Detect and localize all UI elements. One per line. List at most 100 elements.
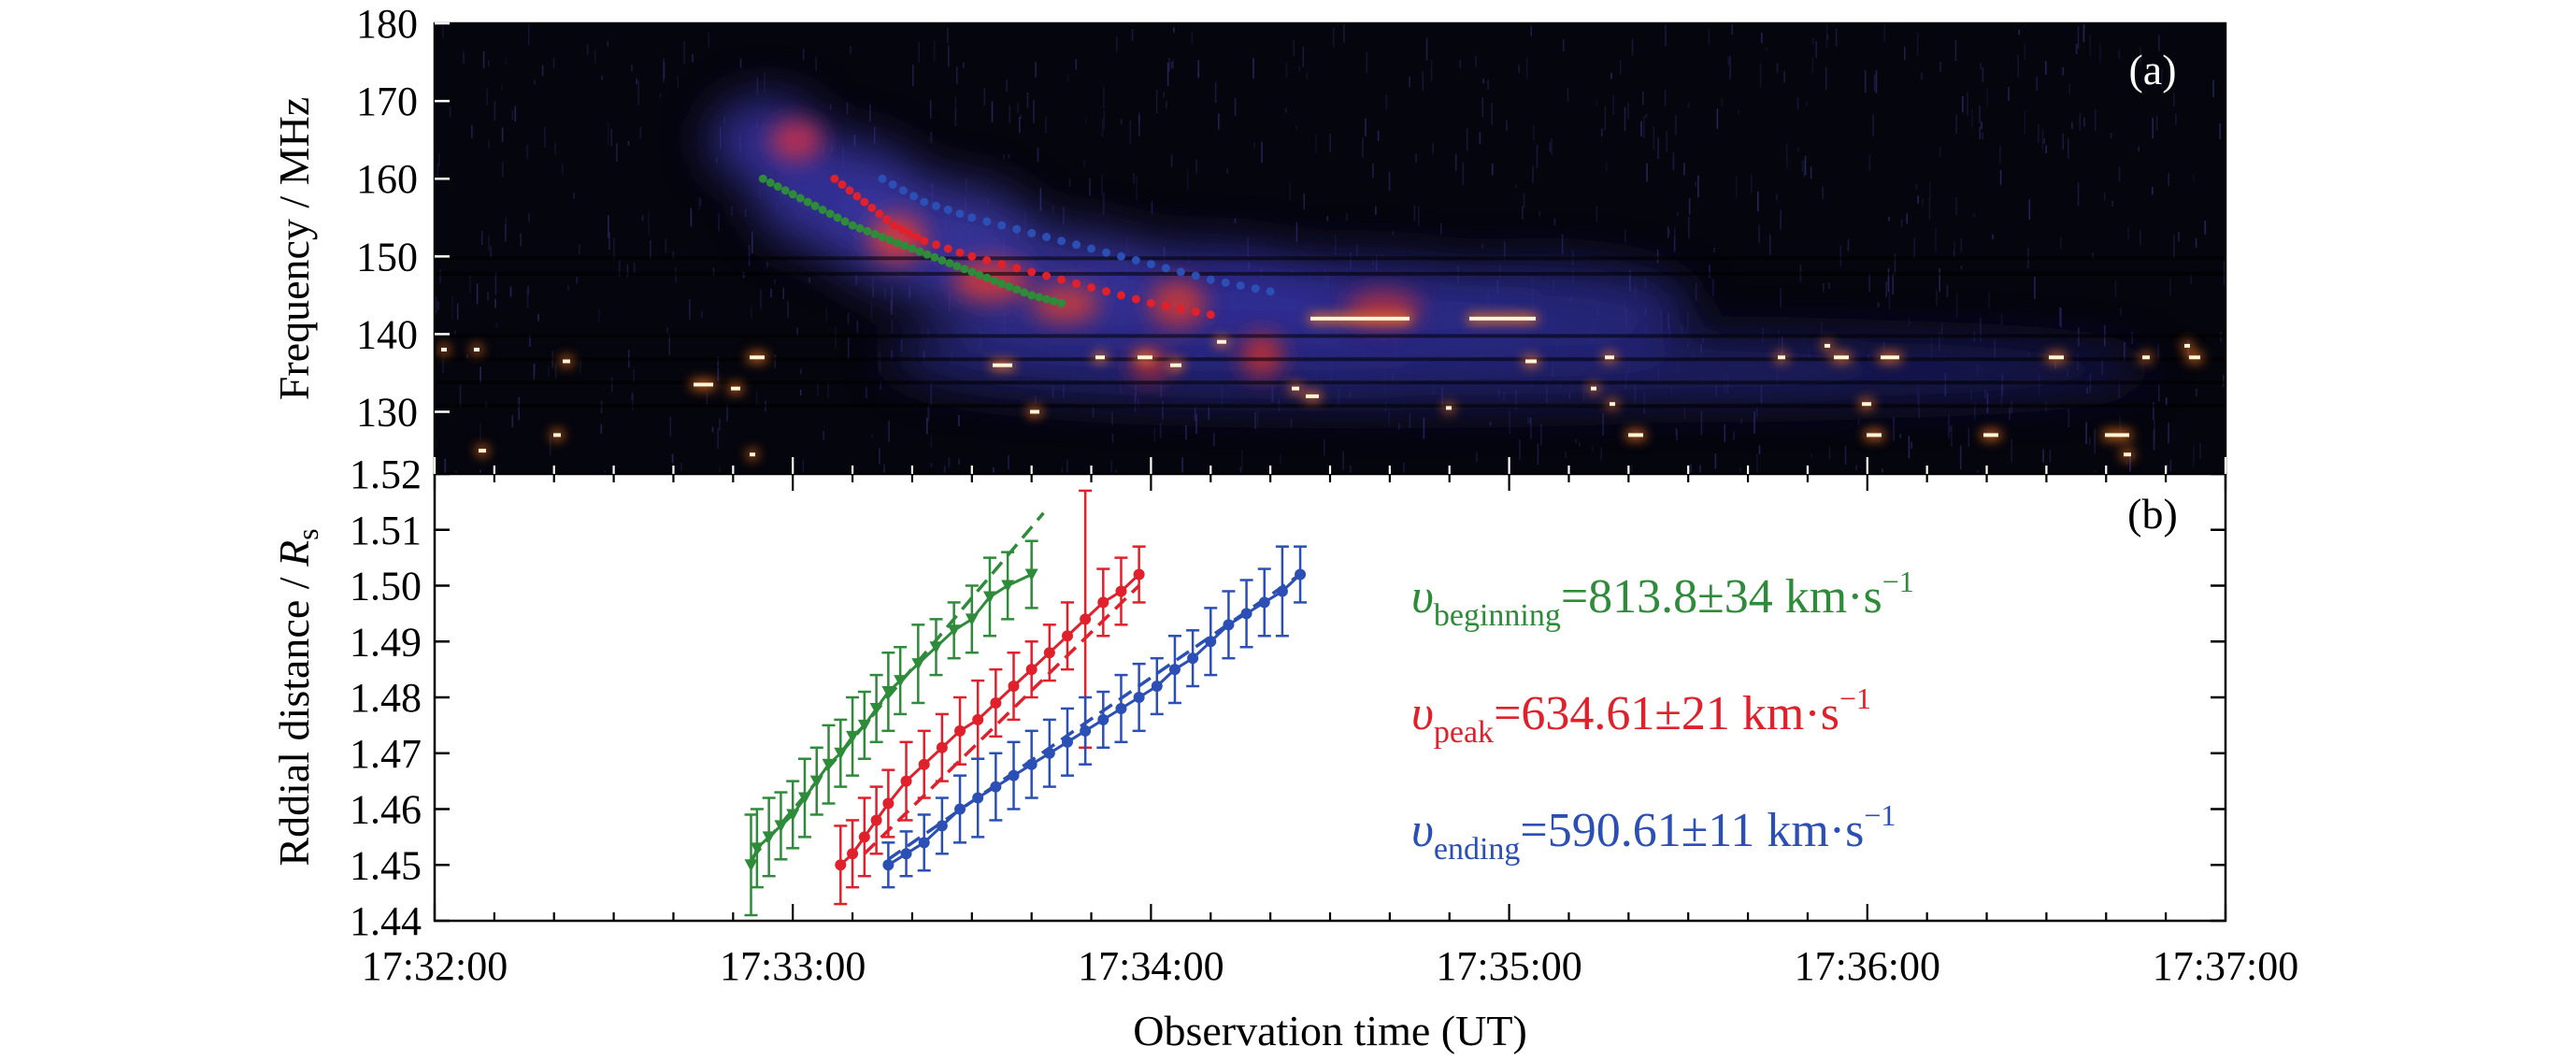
- panel-a: 130 140 150 160 170 180 (a) Frequency / MHz: [270, 1, 2227, 476]
- panel-b-x-ticks: 17:32:00 17:33:00 17:34:00 17:35:00 17:36:00…: [362, 457, 2298, 989]
- track-point: [875, 209, 884, 219]
- track-point: [878, 174, 887, 183]
- track-point: [943, 244, 952, 253]
- data-point: [929, 641, 943, 654]
- data-point: [936, 741, 948, 753]
- panel-b-plot: [744, 489, 1308, 917]
- track-point: [885, 236, 894, 245]
- data-point: [1187, 652, 1199, 665]
- data-point: [834, 747, 848, 760]
- track-point: [1161, 301, 1170, 310]
- track-point: [830, 174, 839, 183]
- track-point: [766, 178, 775, 187]
- data-point: [1240, 608, 1252, 620]
- data-point: [1115, 585, 1127, 597]
- data-point: [900, 848, 912, 860]
- track-point: [997, 279, 1007, 288]
- track-point: [943, 205, 952, 214]
- track-point: [1251, 284, 1260, 294]
- track-point: [1206, 310, 1215, 320]
- fit-line: [863, 584, 1140, 855]
- data-point: [869, 702, 883, 715]
- data-point: [882, 797, 894, 810]
- track-point: [1087, 283, 1095, 293]
- x-tick-label: 17:34:00: [1078, 943, 1224, 989]
- track-point: [855, 223, 865, 233]
- track-point: [1020, 288, 1029, 297]
- data-point: [881, 686, 895, 699]
- track-point: [863, 226, 872, 236]
- track-point: [1146, 298, 1155, 308]
- track-point: [990, 276, 999, 285]
- track-point: [915, 247, 924, 256]
- track-point: [898, 186, 908, 195]
- y-tick-label: 150: [356, 234, 418, 280]
- data-point: [1008, 769, 1020, 781]
- track-point: [897, 224, 907, 234]
- track-point: [860, 197, 869, 207]
- data-point: [847, 848, 859, 860]
- track-point: [1176, 304, 1185, 313]
- burst-tracks: [758, 174, 1275, 320]
- panel-a-y-ticks: 130 140 150 160 170 180: [356, 1, 450, 436]
- track-point: [955, 248, 965, 257]
- track-point: [967, 213, 977, 222]
- track-point: [1117, 251, 1125, 261]
- track-point: [1057, 275, 1066, 284]
- x-tick-label: 17:35:00: [1436, 943, 1581, 989]
- y-tick-label: 1.47: [350, 731, 422, 777]
- data-point: [954, 803, 966, 815]
- data-point: [918, 837, 930, 849]
- track-point: [937, 256, 947, 265]
- velocity-label-ending: υending=590.61±11 km·s−1: [1411, 798, 1896, 867]
- track-point: [1087, 244, 1095, 253]
- data-point: [1097, 713, 1109, 725]
- data-point: [750, 842, 764, 855]
- y-tick-label: 1.45: [350, 842, 422, 888]
- track-point: [1161, 264, 1170, 273]
- track-point: [1042, 271, 1052, 280]
- track-point: [1102, 248, 1110, 257]
- panel-a-y-axis-title: Frequency / MHz: [270, 97, 318, 400]
- data-point: [846, 730, 860, 743]
- track-point: [1102, 287, 1110, 296]
- track-point: [1035, 293, 1044, 302]
- data-point: [882, 859, 894, 871]
- data-point: [774, 820, 788, 833]
- track-point: [870, 229, 880, 238]
- track-point: [833, 213, 842, 222]
- track-point: [890, 221, 899, 230]
- series-beginning: [744, 539, 1038, 917]
- track-point: [930, 252, 939, 262]
- track-point: [1005, 282, 1014, 291]
- track-point: [997, 221, 1007, 230]
- y-tick-label: 1.46: [350, 787, 422, 833]
- x-axis-title: Observation time (UT): [1133, 1007, 1527, 1054]
- track-point: [1050, 296, 1059, 306]
- track-point: [982, 217, 992, 226]
- track-point: [1131, 256, 1140, 265]
- track-point: [848, 221, 857, 230]
- data-point: [972, 792, 984, 804]
- track-point: [1236, 281, 1245, 290]
- track-point: [773, 182, 782, 191]
- y-tick-label: 160: [356, 156, 418, 202]
- track-point: [1057, 298, 1066, 308]
- track-point: [1206, 275, 1215, 284]
- track-point: [920, 237, 929, 246]
- y-tick-label: 1.51: [350, 508, 422, 553]
- data-point: [809, 775, 823, 788]
- data-point: [1080, 724, 1092, 737]
- data-point: [982, 591, 996, 604]
- data-point: [797, 792, 811, 805]
- track-point: [1117, 291, 1125, 300]
- x-tick-label: 17:37:00: [2153, 943, 2298, 989]
- track-point: [932, 240, 940, 250]
- data-point: [1168, 664, 1181, 676]
- velocity-label-peak: υpeak=634.61±21 km·s−1: [1411, 681, 1871, 750]
- track-point: [932, 201, 940, 210]
- y-tick-label: 1.52: [350, 452, 422, 497]
- data-point: [857, 719, 871, 732]
- velocity-labels: υbeginning=813.8±34 km·s−1 υpeak=634.61±2…: [1411, 565, 1914, 867]
